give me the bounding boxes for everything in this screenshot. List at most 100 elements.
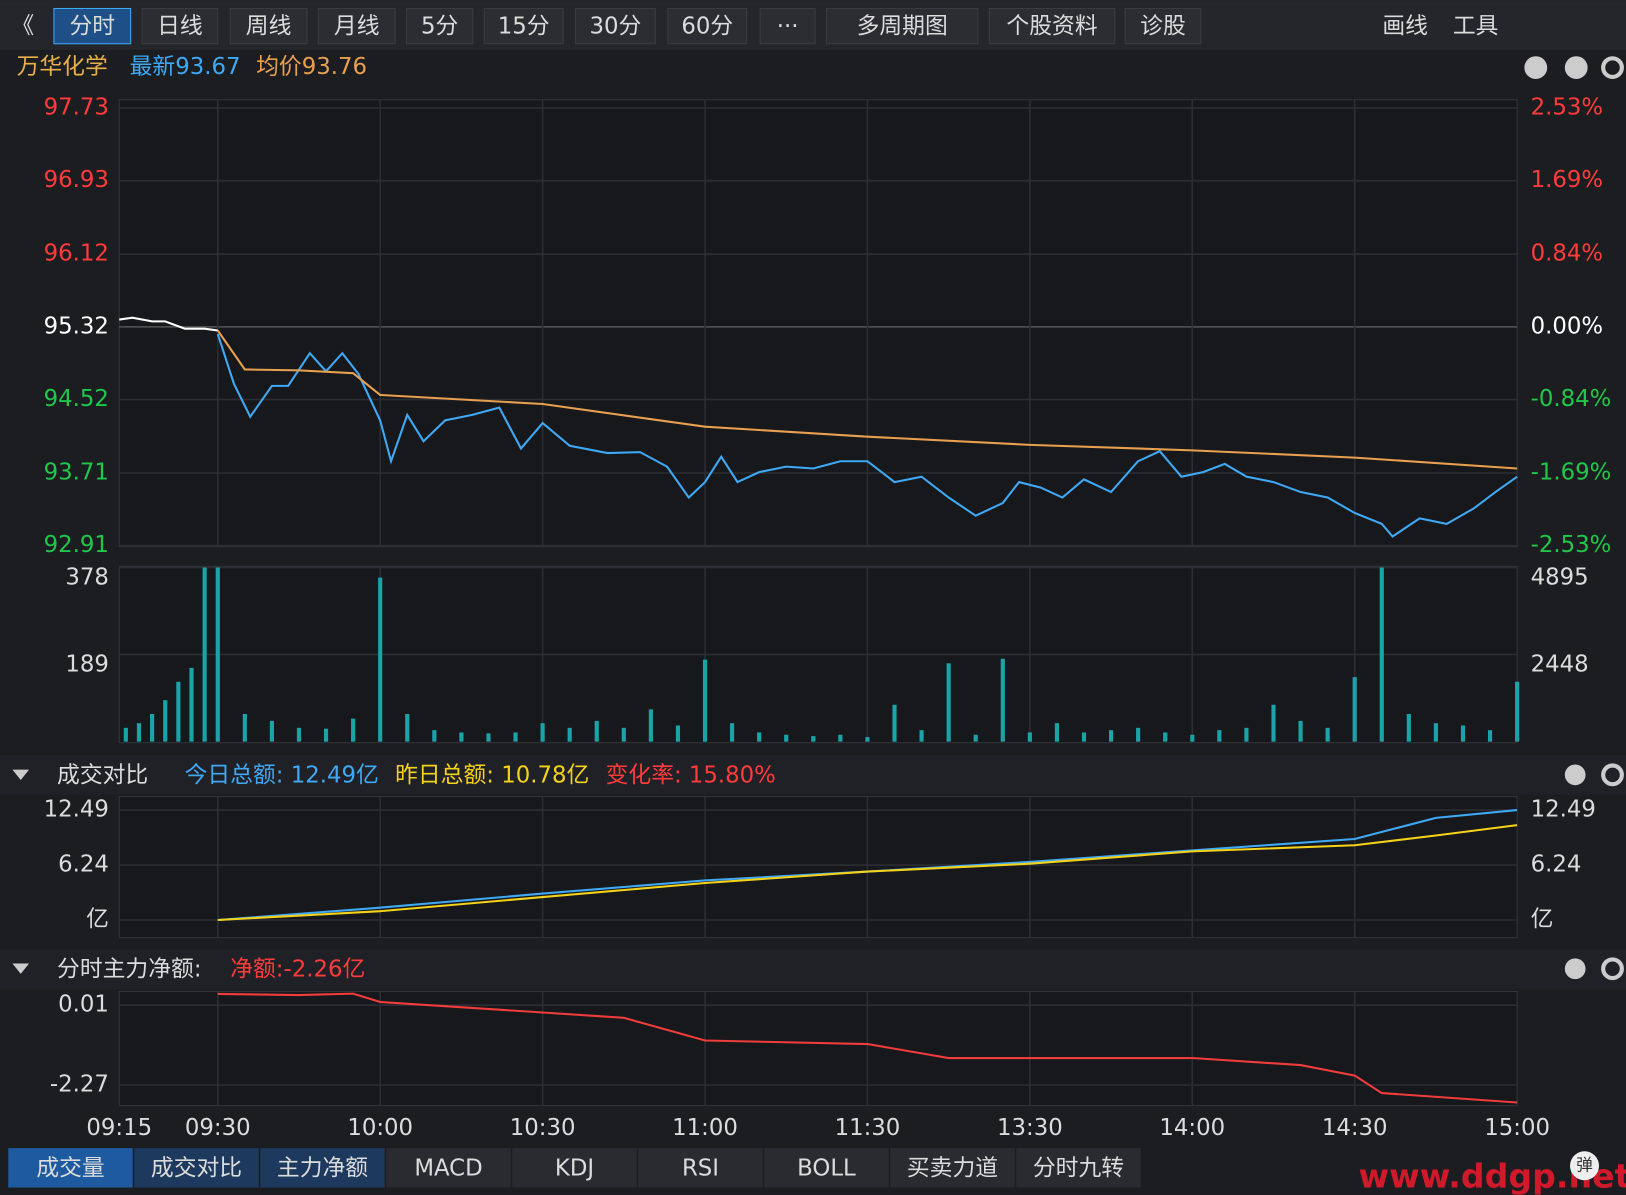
y2-tick-label: -1.69%: [1531, 460, 1612, 486]
volume-bar: [621, 727, 626, 742]
tab-label[interactable]: 成交对比: [151, 1155, 242, 1181]
tab-label[interactable]: MACD: [414, 1155, 482, 1181]
toolbar-label[interactable]: 《: [11, 14, 34, 40]
toolbar-label[interactable]: 诊股: [1140, 14, 1186, 40]
toolbar-label[interactable]: 日线: [157, 14, 203, 40]
zoom-out[interactable]: [1564, 56, 1588, 80]
tab[interactable]: [260, 1148, 385, 1188]
tab[interactable]: [890, 1148, 1015, 1188]
settings-icon[interactable]: [1601, 763, 1624, 787]
volume-bar: [513, 732, 518, 742]
toolbar-label[interactable]: 工具: [1453, 14, 1499, 40]
zoom-in[interactable]: [1524, 56, 1548, 80]
volume-bar: [215, 567, 220, 742]
toolbar-label[interactable]: 画线: [1382, 14, 1428, 40]
tab-label[interactable]: 成交量: [36, 1155, 104, 1181]
tab-label[interactable]: 分时九转: [1033, 1155, 1124, 1181]
series-line: [119, 316, 218, 332]
stock-name: 万华化学: [17, 54, 108, 80]
toolbar-button[interactable]: [667, 7, 748, 45]
volume-bar: [865, 737, 870, 742]
volume-bar: [540, 723, 545, 742]
toolbar-label[interactable]: 5分: [421, 14, 458, 40]
toolbar-button[interactable]: [229, 7, 308, 45]
volume-bar: [189, 667, 194, 742]
y2-tick-label: -0.84%: [1531, 386, 1612, 412]
toolbar-label[interactable]: 15分: [498, 14, 550, 40]
toolbar-label[interactable]: 60分: [681, 14, 733, 40]
tab-label[interactable]: RSI: [682, 1155, 719, 1181]
tab-label[interactable]: 买卖力道: [907, 1155, 998, 1181]
close-icon[interactable]: [1564, 764, 1586, 786]
volume-bar: [702, 659, 708, 742]
toolbar-button[interactable]: [53, 7, 132, 45]
x-tick-label: 09:15: [86, 1115, 152, 1141]
volume-bar: [730, 723, 735, 742]
volume-bar: [1108, 730, 1114, 742]
volume-bar: [351, 718, 356, 742]
toolbar-button[interactable]: [483, 7, 564, 45]
compare-title: 成交对比: [57, 762, 148, 788]
toolbar-button[interactable]: [988, 7, 1116, 45]
volume-bar: [1352, 677, 1357, 742]
toolbar-button[interactable]: [1124, 7, 1202, 45]
toolbar-button[interactable]: [317, 7, 396, 45]
toolbar-label[interactable]: ···: [777, 14, 799, 40]
toolbar-button[interactable]: [825, 7, 979, 45]
toolbar-button[interactable]: [405, 7, 474, 45]
y2-tick-label: 6.24: [1531, 852, 1582, 878]
close-icon[interactable]: [1564, 958, 1586, 980]
tab-label[interactable]: BOLL: [797, 1155, 856, 1181]
volume-bar: [378, 577, 383, 742]
toolbar-button[interactable]: [141, 7, 219, 45]
settings-icon[interactable]: [1601, 957, 1624, 981]
y2-tick-label: 12.49: [1531, 797, 1596, 823]
tab[interactable]: [134, 1148, 259, 1188]
toolbar-label[interactable]: 个股资料: [1006, 14, 1097, 40]
volume-bar: [919, 730, 924, 742]
x-tick-label: 11:30: [835, 1115, 901, 1141]
volume-bar: [123, 727, 128, 742]
volume-bar: [1163, 732, 1168, 742]
x-tick-label: 13:30: [997, 1115, 1063, 1141]
tab[interactable]: [8, 1148, 133, 1188]
tab[interactable]: [512, 1148, 637, 1188]
tab-label[interactable]: KDJ: [555, 1155, 594, 1181]
x-tick-label: 10:00: [347, 1115, 413, 1141]
y2-tick-label: 1.69%: [1531, 167, 1603, 193]
volume-bar: [1406, 713, 1411, 742]
tab[interactable]: [1016, 1148, 1141, 1188]
tab-label[interactable]: 主力净额: [277, 1155, 368, 1181]
plot-area: [118, 796, 1518, 939]
flow-net: 净额:-2.26亿: [230, 956, 365, 982]
volume-bar: [1054, 723, 1060, 742]
tab[interactable]: [764, 1148, 889, 1188]
toolbar-label[interactable]: 月线: [334, 14, 380, 40]
volume-bar: [150, 713, 155, 742]
toolbar-label[interactable]: 分时: [69, 14, 115, 40]
volume-bar: [1000, 658, 1005, 742]
settings-icon[interactable]: [1601, 56, 1624, 80]
y2-tick-label: 0.00%: [1531, 313, 1603, 339]
toolbar-label[interactable]: 30分: [590, 14, 642, 40]
volume-bar: [1027, 732, 1032, 742]
toolbar-label[interactable]: 周线: [246, 14, 292, 40]
plot-area: [118, 99, 1518, 548]
toolbar-button[interactable]: [759, 7, 816, 45]
toolbar-label[interactable]: 多周期图: [857, 14, 948, 40]
series-line: [216, 333, 1518, 538]
x-tick-label: 14:00: [1159, 1115, 1225, 1141]
y2-tick-label: 2.53%: [1531, 95, 1603, 121]
y-tick-label: 93.71: [44, 460, 109, 486]
change-rate: 变化率: 15.80%: [606, 762, 776, 788]
toolbar-button[interactable]: [575, 7, 656, 45]
tab[interactable]: [386, 1148, 511, 1188]
today-total: 今日总额: 12.49亿: [185, 762, 379, 788]
tab[interactable]: [638, 1148, 763, 1188]
badge[interactable]: 弹: [1576, 1155, 1593, 1174]
yesterday-total: 昨日总额: 10.78亿: [395, 762, 589, 788]
volume-bar: [1190, 734, 1195, 742]
x-tick-label: 14:30: [1322, 1115, 1388, 1141]
average-price: 均价93.76: [256, 54, 367, 80]
